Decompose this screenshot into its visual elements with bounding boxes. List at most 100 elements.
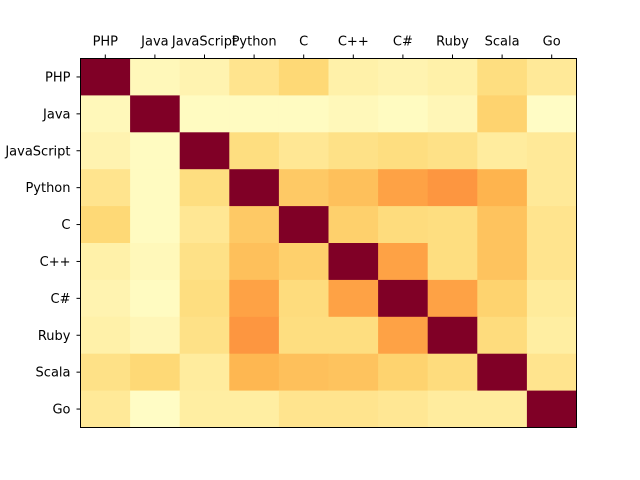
heatmap-cell-Ruby-Ruby	[427, 316, 478, 355]
heatmap-cell-Go-C	[278, 390, 329, 428]
heatmap-cell-PHP-PHP	[80, 58, 131, 96]
heatmap-cell-Java-PHP	[80, 95, 131, 133]
heatmap-cell-Python-Scala	[477, 169, 528, 207]
heatmap-cell-C#-Python	[229, 279, 280, 318]
y-tick-label: Scala	[36, 366, 71, 381]
heatmap-cell-C-JavaScript	[179, 206, 230, 244]
heatmap-cell-JavaScript-Go	[526, 132, 577, 170]
heatmap-cell-C-Scala	[477, 206, 528, 244]
heatmap-cell-JavaScript-Ruby	[427, 132, 478, 170]
heatmap-cell-Go-Ruby	[427, 390, 478, 428]
heatmap-cell-Ruby-C	[278, 316, 329, 355]
heatmap-cell-PHP-C	[278, 58, 329, 96]
heatmap-cell-C-C	[278, 206, 329, 244]
heatmap-cell-Ruby-C#	[378, 316, 429, 355]
heatmap-cell-Ruby-Scala	[477, 316, 528, 355]
x-tick-label: C#	[393, 35, 413, 50]
heatmap-cell-C#-Go	[526, 279, 577, 318]
heatmap-cell-C-C++	[328, 206, 379, 244]
y-tick-label: PHP	[45, 70, 71, 85]
heatmap-cell-Ruby-JavaScript	[179, 316, 230, 355]
y-axis-ticks: PHP Java JavaScript Python C C++ C# Ruby Scala Go	[4, 70, 81, 418]
heatmap-cell-Go-Java	[130, 390, 181, 428]
heatmap-cell-Go-C++	[328, 390, 379, 428]
heatmap-cell-Ruby-Python	[229, 316, 280, 355]
heatmap-cell-JavaScript-Python	[229, 132, 280, 170]
y-tick-label: C#	[51, 292, 71, 307]
heatmap-cell-C++-Java	[130, 243, 181, 281]
y-tick-label: JavaScript	[4, 144, 70, 159]
heatmap-cell-PHP-Go	[526, 58, 577, 96]
heatmap-cell-PHP-Python	[229, 58, 280, 96]
heatmap-cell-Ruby-Java	[130, 316, 181, 355]
heatmap-cell-Scala-Java	[130, 353, 181, 392]
heatmap-cell-PHP-C#	[378, 58, 429, 96]
heatmap-cell-Python-Python	[229, 169, 280, 207]
y-tick-label: C	[61, 218, 70, 233]
heatmap-cell-Java-Java	[130, 95, 181, 133]
heatmap-cell-C#-C++	[328, 279, 379, 318]
heatmap-cell-Scala-C	[278, 353, 329, 392]
heatmap-cell-C#-Java	[130, 279, 181, 318]
x-tick-label: C	[299, 35, 308, 50]
heatmap-cell-PHP-Ruby	[427, 58, 478, 96]
heatmap-cell-C++-Go	[526, 243, 577, 281]
heatmap-cell-Scala-C#	[378, 353, 429, 392]
x-tick-label: Scala	[485, 35, 520, 50]
heatmap-cell-C-Ruby	[427, 206, 478, 244]
y-tick-label: Ruby	[38, 329, 71, 344]
heatmap-cell-PHP-Java	[130, 58, 181, 96]
heatmap-cell-Scala-Ruby	[427, 353, 478, 392]
heatmap-cell-C-PHP	[80, 206, 131, 244]
heatmap-cell-Go-Python	[229, 390, 280, 428]
heatmap-cell-Scala-JavaScript	[179, 353, 230, 392]
y-tick-label: Go	[52, 403, 70, 418]
heatmap-cell-Scala-Python	[229, 353, 280, 392]
heatmap-cell-C#-JavaScript	[179, 279, 230, 318]
x-tick-label: Java	[140, 35, 168, 50]
heatmap-cell-Python-PHP	[80, 169, 131, 207]
heatmap-cell-C++-Scala	[477, 243, 528, 281]
heatmap-cell-JavaScript-PHP	[80, 132, 131, 170]
heatmap-cell-JavaScript-C++	[328, 132, 379, 170]
heatmap-cell-Java-Go	[526, 95, 577, 133]
heatmap-cell-C++-Python	[229, 243, 280, 281]
heatmap-cell-Go-Scala	[477, 390, 528, 428]
heatmap-cell-Python-C#	[378, 169, 429, 207]
heatmap-cell-Java-Python	[229, 95, 280, 133]
heatmap-cell-PHP-JavaScript	[179, 58, 230, 96]
heatmap-cell-Python-C	[278, 169, 329, 207]
x-tick-label: C++	[338, 35, 369, 50]
heatmap-cell-Java-Scala	[477, 95, 528, 133]
heatmap-cell-Python-Go	[526, 169, 577, 207]
heatmap-cell-C++-C	[278, 243, 329, 281]
heatmap-cell-Go-C#	[378, 390, 429, 428]
y-tick-label: C++	[40, 255, 71, 270]
heatmap-cell-Scala-Go	[526, 353, 577, 392]
heatmap-cell-C++-PHP	[80, 243, 131, 281]
heatmap-cell-C-Java	[130, 206, 181, 244]
heatmap-cell-C-Go	[526, 206, 577, 244]
heatmap-cell-C#-Scala	[477, 279, 528, 318]
x-tick-label: PHP	[93, 35, 119, 50]
heatmap-cell-JavaScript-Java	[130, 132, 181, 170]
heatmap-cell-Scala-PHP	[80, 353, 131, 392]
y-tick-label: Python	[25, 181, 70, 196]
heatmap-cell-C-Python	[229, 206, 280, 244]
heatmap-cell-Ruby-C++	[328, 316, 379, 355]
heatmap-cell-Java-C++	[328, 95, 379, 133]
heatmap-cell-C++-C++	[328, 243, 379, 281]
heatmap-cell-JavaScript-C	[278, 132, 329, 170]
heatmap-cell-PHP-C++	[328, 58, 379, 96]
heatmap-cell-C++-C#	[378, 243, 429, 281]
heatmap-cell-Go-PHP	[80, 390, 131, 428]
heatmap-cell-JavaScript-JavaScript	[179, 132, 230, 170]
heatmap-cell-Go-Go	[526, 390, 577, 428]
heatmap-cell-C#-C#	[378, 279, 429, 318]
heatmap-cell-Go-JavaScript	[179, 390, 230, 428]
heatmap-cell-Java-Ruby	[427, 95, 478, 133]
heatmap-cell-C++-Ruby	[427, 243, 478, 281]
heatmap-cell-Ruby-Go	[526, 316, 577, 355]
